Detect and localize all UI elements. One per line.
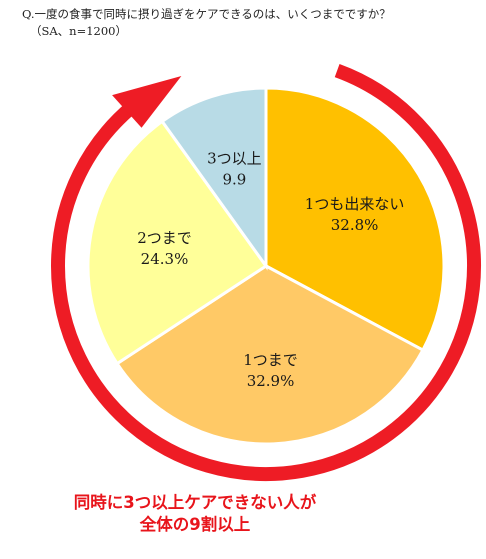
slice-label-2: 1つまで — [243, 351, 298, 369]
circular-arrow — [51, 63, 481, 481]
arrow-arc — [51, 63, 481, 481]
pie-slice-2 — [115, 264, 425, 446]
slice-label-4: 3つ以上 — [207, 150, 262, 168]
slice-label-1: 1つも出来ない — [305, 195, 405, 213]
slice-value-4: 9.9 — [222, 171, 246, 189]
slice-value-3: 24.3% — [141, 250, 189, 268]
question-title: Q.一度の食事で同時に摂り過ぎをケアできるのは、いくつまでですか？ — [22, 7, 391, 21]
pie-slice-1 — [264, 86, 446, 353]
pie-labels: 1つも出来ない 32.8% 1つまで 32.9% 2つまで 24.3% 3つ以上 9.9 — [137, 150, 404, 390]
slice-value-2: 32.9% — [247, 372, 295, 390]
callout-line-1: 同時に3つ以上ケアできない人が — [73, 493, 317, 512]
callout-line-2: 全体の9割以上 — [139, 515, 251, 534]
callout-annotation: 同時に3つ以上ケアできない人が 全体の9割以上 — [0, 492, 390, 536]
pie-slice-3 — [86, 119, 269, 366]
sample-size-note: （SA、n=1200） — [30, 24, 127, 38]
pie-slice-4 — [160, 86, 268, 271]
slice-value-1: 32.8% — [331, 216, 379, 234]
arrow-head — [112, 75, 182, 128]
pie-slices — [86, 86, 446, 446]
slice-label-3: 2つまで — [137, 229, 192, 247]
